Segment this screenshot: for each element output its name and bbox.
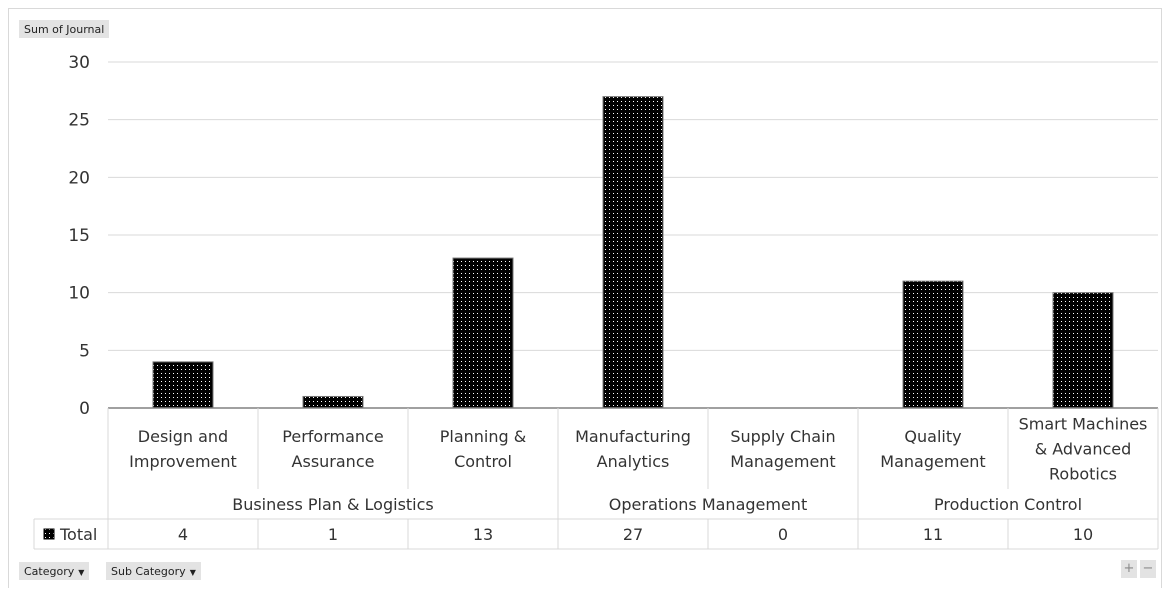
category-filter-button[interactable]: Category ▼ bbox=[19, 562, 90, 580]
y-tick-label: 20 bbox=[68, 168, 90, 188]
category-label: Planning & Control bbox=[440, 427, 526, 471]
legend-label: Total bbox=[59, 525, 97, 544]
value-field-button[interactable]: Sum of Journal bbox=[19, 20, 110, 38]
y-tick-label: 30 bbox=[68, 53, 90, 73]
chart-area bbox=[8, 8, 1162, 588]
y-tick-label: 5 bbox=[79, 341, 90, 361]
group-label: Operations Management bbox=[609, 495, 807, 514]
data-table-value: 10 bbox=[1073, 525, 1093, 544]
bar bbox=[902, 280, 964, 409]
data-table-value: 1 bbox=[328, 525, 338, 544]
bar bbox=[602, 96, 664, 409]
category-label: Quality Management bbox=[880, 427, 985, 471]
subcategory-filter-label: Sub Category bbox=[111, 565, 186, 578]
category-label: Design and Improvement bbox=[129, 427, 237, 471]
y-tick-label: 0 bbox=[79, 399, 90, 419]
group-label: Production Control bbox=[934, 495, 1082, 514]
bar bbox=[452, 257, 514, 409]
data-table-value: 4 bbox=[178, 525, 188, 544]
legend-key bbox=[43, 528, 55, 540]
y-tick-label: 10 bbox=[68, 284, 90, 304]
value-field-label: Sum of Journal bbox=[24, 23, 105, 36]
subcategory-filter-button[interactable]: Sub Category ▼ bbox=[106, 562, 201, 580]
category-label: Manufacturing Analytics bbox=[575, 427, 691, 471]
bar bbox=[302, 395, 364, 409]
data-table-value: 0 bbox=[778, 525, 788, 544]
category-label: Supply Chain Management bbox=[730, 427, 835, 471]
y-tick-label: 25 bbox=[68, 111, 90, 131]
category-filter-label: Category bbox=[24, 565, 75, 578]
data-table-value: 27 bbox=[623, 525, 643, 544]
data-table-value: 11 bbox=[923, 525, 943, 544]
y-tick-label: 15 bbox=[68, 226, 90, 246]
chevron-down-icon: ▼ bbox=[78, 568, 85, 577]
data-table-value: 13 bbox=[473, 525, 493, 544]
group-label: Business Plan & Logistics bbox=[232, 495, 434, 514]
chevron-down-icon: ▼ bbox=[189, 568, 196, 577]
category-label: Smart Machines & Advanced Robotics bbox=[1019, 415, 1148, 484]
bar bbox=[152, 361, 214, 409]
zoom-out-icon[interactable]: − bbox=[1140, 560, 1156, 578]
bar bbox=[1052, 292, 1114, 409]
zoom-in-icon[interactable]: + bbox=[1121, 560, 1137, 578]
category-label: Performance Assurance bbox=[282, 427, 383, 471]
